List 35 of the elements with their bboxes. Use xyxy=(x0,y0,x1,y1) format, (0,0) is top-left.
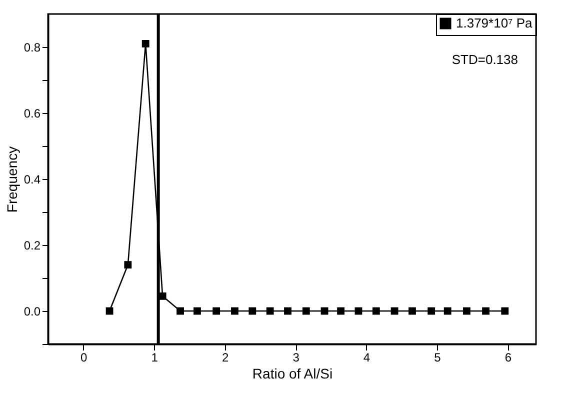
point xyxy=(266,307,274,315)
legend-label: 1.379*10⁷ Pa xyxy=(456,16,534,30)
point xyxy=(444,307,452,315)
point xyxy=(142,40,150,48)
point xyxy=(284,307,292,315)
point xyxy=(462,307,470,315)
x-tick-label: 2 xyxy=(222,350,229,364)
point xyxy=(408,307,416,315)
y-tick-label: 0.8 xyxy=(24,40,41,54)
point xyxy=(124,261,132,269)
point xyxy=(194,307,201,315)
x-tick-label: 3 xyxy=(292,350,300,364)
point xyxy=(372,307,380,315)
x-tick-label: 6 xyxy=(504,350,512,364)
x-tick-label: 4 xyxy=(363,350,370,364)
y-tick-label: 0.6 xyxy=(24,106,41,120)
point xyxy=(302,307,310,315)
point xyxy=(231,307,238,315)
point xyxy=(501,307,509,315)
point xyxy=(428,307,436,315)
point xyxy=(176,307,184,315)
point xyxy=(337,307,345,315)
x-axis-title: Ratio of Al/Si xyxy=(252,366,333,382)
y-tick-label: 0.2 xyxy=(24,238,41,252)
annotation: STD=0.138 xyxy=(452,52,518,67)
point xyxy=(248,307,256,315)
x-tick-label: 5 xyxy=(434,350,442,364)
x-tick-label: 0 xyxy=(80,350,88,364)
x-tick-label: 1 xyxy=(151,350,158,364)
y-axis-title: Frequency xyxy=(4,146,20,213)
y-tick-label: 0.4 xyxy=(24,172,41,186)
point xyxy=(212,307,220,315)
y-tick-label: 0.0 xyxy=(24,304,41,318)
point xyxy=(390,307,398,315)
point xyxy=(482,307,490,315)
